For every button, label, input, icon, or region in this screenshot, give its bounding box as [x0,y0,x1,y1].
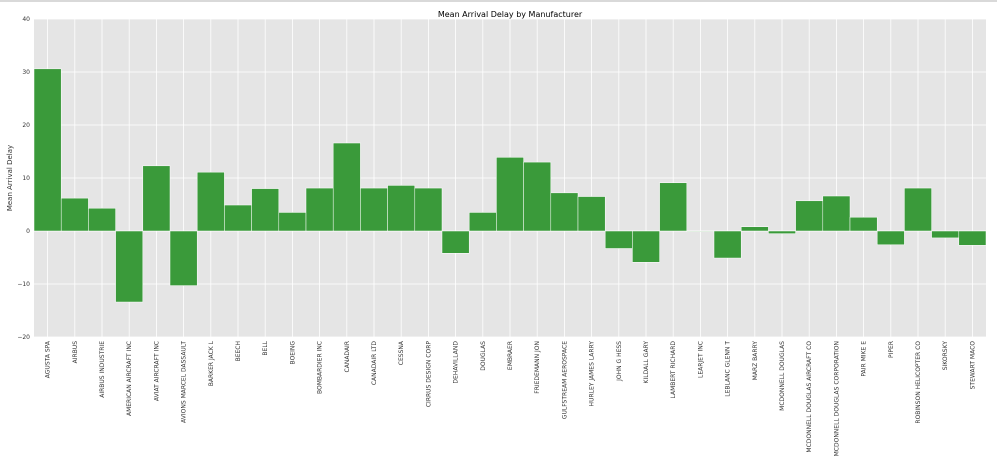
x-tick-label: EMBRAER [507,341,514,370]
bar [88,207,116,232]
window-top-border [0,0,997,2]
y-axis-label: Mean Arrival Delay [6,145,14,211]
bar [468,212,497,232]
x-tick-label: LEBLANC GLENN T [725,341,732,397]
x-tick-label: MCDONNELL DOUGLAS [779,341,786,411]
x-tick-label: SIKORSKY [942,341,949,371]
x-tick-label: GULFSTREAM AEROSPACE [561,341,568,419]
x-tick-label: MARZ BARRY [752,341,759,381]
y-tick-label: 40 [22,16,30,23]
chart-title: Mean Arrival Delay by Manufacturer [438,10,583,19]
x-tick-label: MCDONNELL DOUGLAS AIRCRAFT CO [806,341,813,453]
gridlines [34,18,986,338]
x-tick-label: CANADAIR [344,341,351,372]
x-tick-label: DEHAVILLAND [453,341,460,384]
bar [632,230,660,263]
bar [740,226,769,232]
x-tick-label: BEECH [235,341,242,361]
bar [713,230,742,259]
bar [604,230,633,249]
bar [931,230,960,239]
x-tick-label: MCDONNELL DOUGLAS CORPORATION [833,341,840,456]
x-tick-label: CIRRUS DESIGN CORP [425,341,432,408]
bar [115,230,144,303]
bar [60,197,89,232]
x-tick-label: CESSNA [398,340,405,365]
y-axis-ticks: 40 30 20 10 0 −10 −20 [17,16,30,341]
bar [414,187,443,232]
y-tick-label: 0 [26,228,30,235]
bar [251,188,280,232]
bar [523,161,552,232]
x-axis-ticks: AGUSTA SPA AIRBUS AIRBUS INDUSTRIE AMERICAN… [45,340,977,456]
bar [686,230,715,232]
x-tick-label: DOUGLAS [480,341,487,371]
bar-series [33,68,987,303]
bar [577,196,606,232]
x-tick-label: JOHN G HESS [616,341,623,382]
x-tick-label: AMERICAN AIRCRAFT INC [126,341,133,416]
x-tick-label: BOEING [289,341,296,365]
x-tick-label: AIRBUS INDUSTRIE [99,341,106,398]
bar [822,195,851,232]
y-tick-label: 10 [22,175,30,182]
bar [904,187,932,232]
x-tick-label: AVIONS MARCEL DASSAULT [181,341,188,423]
bar [196,171,225,232]
y-tick-label: −10 [17,281,30,288]
x-tick-label: FRIEDEMANN JON [534,341,541,394]
bar [224,204,252,232]
x-tick-label: ROBINSON HELICOPTER CO [915,341,922,424]
x-tick-label: AIRBUS [72,341,79,364]
x-tick-label: BELL [262,340,269,355]
bar [142,165,171,232]
bar [441,230,470,254]
x-tick-label: KILDALL GARY [643,341,650,384]
bar [360,187,388,232]
x-tick-label: BOMBARDIER INC [317,341,324,394]
x-tick-label: BARKER JACK L [208,340,215,386]
bar [332,142,361,232]
x-tick-label: LAMBERT RICHARD [670,341,677,399]
bar [659,182,688,232]
y-tick-label: −20 [17,334,30,341]
x-tick-label: AVIAT AIRCRAFT INC [153,341,160,401]
bar [278,212,307,232]
x-tick-label: PAIR MIKE E [861,341,868,377]
bar [768,230,796,234]
y-tick-label: 30 [22,69,30,76]
bar [795,200,824,232]
bar [169,230,198,286]
x-tick-label: CANADAIR LTD [371,341,378,386]
bar [33,68,62,232]
bar [387,185,416,232]
x-tick-label: HURLEY JAMES LARRY [589,341,596,407]
bar [305,187,334,232]
bar [550,192,579,232]
bar [496,157,524,232]
bar [958,230,987,246]
bar [849,216,878,232]
x-tick-label: STEWART MACO [969,341,976,390]
x-tick-label: PIPER [888,341,895,358]
x-tick-label: LEARJET INC [697,341,704,378]
bar [876,230,905,246]
x-tick-label: AGUSTA SPA [45,340,52,378]
y-tick-label: 20 [22,122,30,129]
